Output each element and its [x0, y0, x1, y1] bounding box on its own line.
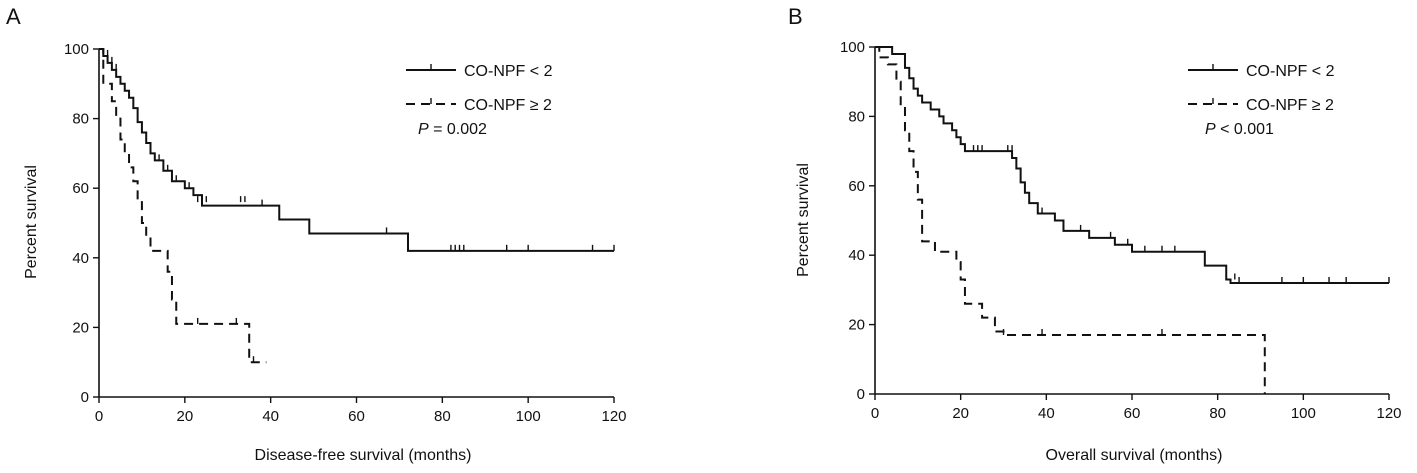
panel-b-legend-label-high: CO-NPF ≥ 2 — [1246, 97, 1334, 114]
panel-b-x-tick-label-5: 100 — [1291, 405, 1316, 422]
panel-b-y-tick-label-4: 80 — [848, 108, 865, 125]
panel-b-y-tick-label-3: 60 — [848, 178, 865, 195]
panel-a-legend: CO-NPF < 2 CO-NPF ≥ 2 P = 0.002 — [406, 63, 553, 138]
panel-b-y-tick-label-0: 0 — [857, 386, 865, 403]
panel-a-y-tick-label-0: 0 — [81, 389, 89, 406]
panel-a-y-tick-label-1: 20 — [72, 319, 89, 336]
panel-b-x-tick-label-6: 120 — [1376, 405, 1401, 422]
panel-b-x-tick-label-4: 80 — [1209, 405, 1226, 422]
panel-b-y-tick-label-5: 100 — [840, 39, 865, 56]
panel-b-p-value: P < 0.001 — [1205, 121, 1274, 138]
panel-a-legend-label-high: CO-NPF ≥ 2 — [464, 97, 552, 114]
panel-b-p-text: < 0.001 — [1216, 121, 1274, 138]
panel-a-x-tick-label-5: 100 — [516, 408, 541, 425]
panel-a-x-ticks: 0 20 40 60 80 100 120 — [95, 397, 627, 425]
panel-a-series-1-curve — [99, 48, 267, 364]
panel-b-y-tick-label-2: 40 — [848, 247, 865, 264]
panel-b-p-symbol: P — [1205, 121, 1216, 138]
panel-a-p-symbol: P — [418, 121, 429, 138]
panel-a-y-tick-label-3: 60 — [72, 180, 89, 197]
panel-a-series-0-curve — [99, 48, 614, 252]
panel-a-curves — [99, 48, 615, 364]
panel-a-y-tick-label-4: 80 — [72, 111, 89, 128]
panel-a-x-tick-label-4: 80 — [434, 408, 451, 425]
panel-b-x-tick-label-0: 0 — [871, 405, 879, 422]
panel-a-x-tick-label-1: 20 — [176, 408, 193, 425]
panel-a-x-tick-label-6: 120 — [601, 408, 626, 425]
panel-a: A 0 20 40 60 80 100 0 20 40 60 80 100 120 Disease-f… — [6, 4, 627, 464]
panel-b-series-1-curve — [875, 46, 1266, 394]
panel-b-x-axis-label: Overall survival (months) — [1046, 447, 1223, 464]
panel-a-x-axis-label: Disease-free survival (months) — [255, 447, 472, 464]
panel-b-y-ticks: 0 20 40 60 80 100 — [840, 39, 875, 403]
panel-a-y-ticks: 0 20 40 60 80 100 — [64, 41, 99, 406]
panel-b-legend: CO-NPF < 2 CO-NPF ≥ 2 P < 0.001 — [1188, 63, 1335, 138]
panel-b-x-tick-label-1: 20 — [952, 405, 969, 422]
panel-b-x-tick-label-3: 60 — [1124, 405, 1141, 422]
panel-b-legend-label-low: CO-NPF < 2 — [1246, 63, 1335, 80]
panel-a-y-tick-label-5: 100 — [64, 41, 89, 58]
panel-b-x-tick-label-2: 40 — [1038, 405, 1055, 422]
panel-b-y-axis-label: Percent survival — [795, 163, 812, 277]
panel-b: B 0 20 40 60 80 100 0 20 40 60 80 100 120 Overall s… — [788, 4, 1402, 464]
panel-a-label: A — [6, 4, 21, 29]
panel-a-legend-label-low: CO-NPF < 2 — [464, 63, 553, 80]
panel-b-series-0-curve — [875, 46, 1389, 284]
panel-a-x-tick-label-0: 0 — [95, 408, 103, 425]
panel-b-label: B — [788, 4, 803, 29]
panel-a-y-axis-label: Percent survival — [23, 165, 40, 279]
panel-a-x-tick-label-2: 40 — [262, 408, 279, 425]
panel-a-p-value: P = 0.002 — [418, 121, 487, 138]
panel-b-curves — [875, 46, 1390, 394]
panel-b-y-tick-label-1: 20 — [848, 317, 865, 334]
panel-b-x-ticks: 0 20 40 60 80 100 120 — [871, 394, 1402, 422]
panel-a-y-tick-label-2: 40 — [72, 250, 89, 267]
panel-a-x-tick-label-3: 60 — [348, 408, 365, 425]
panel-a-p-text: = 0.002 — [429, 121, 487, 138]
